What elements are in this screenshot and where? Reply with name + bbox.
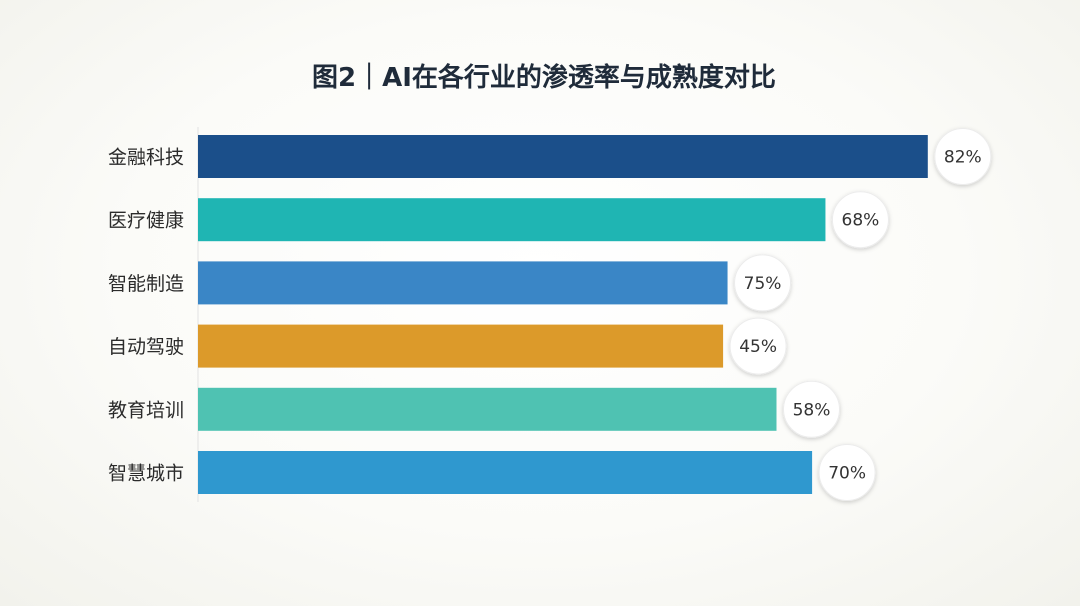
bar bbox=[198, 387, 777, 431]
value-label: 68% bbox=[842, 211, 880, 231]
value-bubble bbox=[734, 254, 792, 312]
bar bbox=[198, 198, 826, 242]
category-label: 智能制造 bbox=[108, 273, 184, 295]
category-label: 智慧城市 bbox=[108, 463, 184, 485]
value-label: 70% bbox=[828, 464, 866, 484]
category-label: 金融科技 bbox=[108, 147, 184, 169]
value-label: 58% bbox=[793, 400, 831, 420]
value-label: 45% bbox=[739, 337, 777, 357]
category-label: 医疗健康 bbox=[108, 210, 184, 232]
chart-title: 图2｜AI在各行业的渗透率与成熟度对比 bbox=[312, 62, 776, 93]
value-bubble bbox=[831, 191, 889, 249]
value-bubble bbox=[934, 128, 992, 185]
bar bbox=[198, 451, 813, 494]
plot-area: 金融科技 82% 医疗健康 68% 智能制造 75% 自动驾驶 45% 教育培训 58% 智慧城市 7… bbox=[108, 127, 992, 502]
category-label: 教育培训 bbox=[108, 399, 184, 421]
value-bubble bbox=[818, 444, 876, 501]
value-bubble bbox=[729, 317, 787, 375]
bar bbox=[198, 261, 728, 305]
bar bbox=[198, 135, 928, 178]
category-label: 自动驾驶 bbox=[108, 336, 184, 358]
value-bubble bbox=[783, 380, 840, 438]
bar bbox=[198, 324, 724, 368]
value-label: 75% bbox=[744, 274, 782, 294]
value-label: 82% bbox=[944, 148, 982, 168]
